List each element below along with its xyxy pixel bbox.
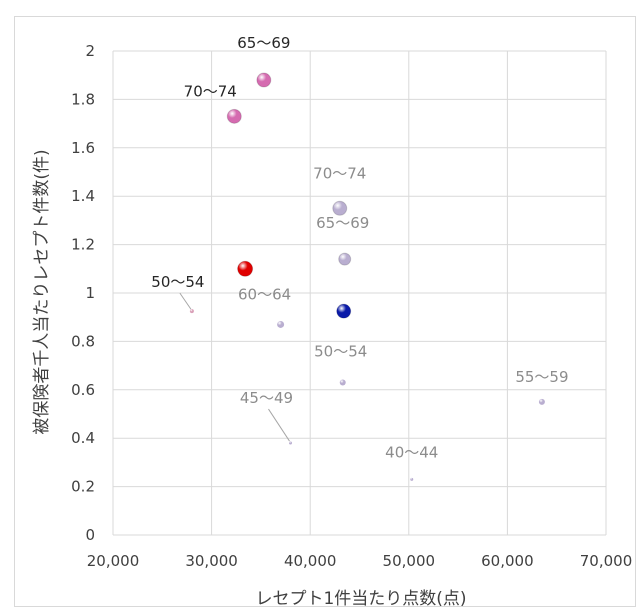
- x-tick-label: 70,000: [580, 552, 633, 570]
- label-leader-lines: [179, 292, 290, 442]
- y-tick-label: 0: [85, 526, 95, 544]
- data-point: [237, 260, 254, 277]
- data-point: [332, 200, 348, 216]
- data-label: 70〜74: [313, 164, 366, 182]
- grid: [112, 50, 607, 536]
- x-tick-label: 50,000: [383, 552, 436, 570]
- data-label: 65〜69: [316, 214, 369, 232]
- y-axis-title: 被保険者千人当たりレセプト件数(件): [32, 149, 52, 434]
- y-tick-label: 1.8: [71, 90, 95, 108]
- y-tick-label: 0.2: [71, 478, 95, 496]
- x-tick-label: 60,000: [481, 552, 534, 570]
- leader-line: [268, 408, 290, 442]
- data-point: [338, 252, 352, 266]
- data-points: [189, 72, 545, 481]
- y-tick-label: 1.4: [71, 187, 95, 205]
- x-axis-ticks: 20,000 30,000 40,000 50,000 60,000 70,000: [87, 552, 633, 570]
- y-tick-label: 0.6: [71, 381, 95, 399]
- data-labels: 65〜69 70〜74 50〜54 70〜74 65〜69 60〜64 50〜54 55〜59…: [151, 34, 568, 461]
- data-point: [336, 303, 352, 319]
- y-tick-label: 1: [85, 284, 95, 302]
- data-point: [226, 108, 242, 124]
- data-label: 70〜74: [184, 82, 237, 100]
- data-point: [189, 309, 194, 314]
- y-tick-label: 0.4: [71, 429, 95, 447]
- data-point: [538, 398, 545, 405]
- data-label: 50〜54: [151, 273, 204, 291]
- data-label: 45〜49: [240, 389, 293, 407]
- data-label: 55〜59: [515, 368, 568, 386]
- data-label: 60〜64: [238, 285, 291, 303]
- y-axis-ticks: 0 0.2 0.4 0.6 0.8 1 1.2 1.4 1.6 1.8 2: [71, 42, 95, 544]
- x-tick-label: 40,000: [284, 552, 337, 570]
- y-tick-label: 1.2: [71, 236, 95, 254]
- y-tick-label: 2: [85, 42, 95, 60]
- data-point: [277, 320, 285, 328]
- data-point: [339, 379, 346, 386]
- data-label: 65〜69: [237, 34, 290, 52]
- data-point: [288, 441, 292, 445]
- x-tick-label: 20,000: [87, 552, 140, 570]
- y-tick-label: 1.6: [71, 139, 95, 157]
- x-axis-title: レセプト1件当たり点数(点): [255, 589, 466, 609]
- data-label: 50〜54: [314, 343, 367, 361]
- x-tick-label: 30,000: [185, 552, 238, 570]
- leader-line: [179, 292, 192, 310]
- data-label: 40〜44: [385, 443, 438, 461]
- data-point: [256, 72, 272, 88]
- data-point: [410, 477, 414, 481]
- y-tick-label: 0.8: [71, 332, 95, 350]
- chart-frame: [14, 16, 636, 607]
